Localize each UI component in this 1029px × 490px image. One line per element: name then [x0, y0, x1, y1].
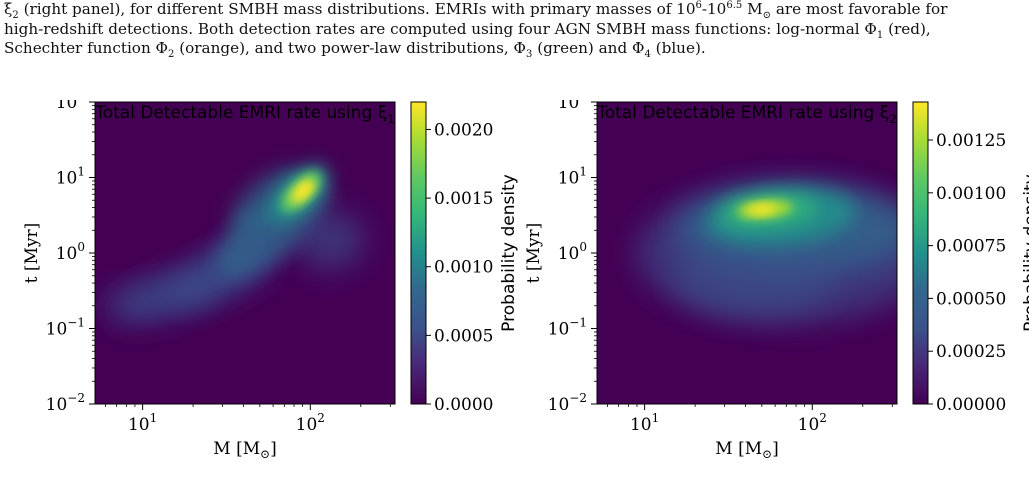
caption-line-1: ξ2 (right panel), for different SMBH mas…	[4, 0, 948, 22]
colorbar-tick-label: 0.00100	[936, 184, 1006, 204]
chart-title: Total Detectable EMRI rate using ξ1	[94, 103, 395, 126]
y-tick-label: 101	[56, 165, 85, 189]
y-tick-label: 101	[558, 165, 587, 189]
density-blob	[674, 235, 835, 316]
y-tick-label: 100	[558, 240, 587, 264]
colorbar-tick-label: 0.00000	[936, 395, 1006, 415]
y-axis-label: t [Myr]	[524, 223, 544, 284]
y-tick-label: 10−1	[46, 316, 85, 340]
y-tick-label: 102	[56, 100, 85, 113]
heatmap-image	[597, 102, 897, 404]
colorbar-tick-label: 0.00075	[936, 237, 1006, 257]
colorbar-tick-label: 0.0005	[434, 326, 493, 346]
colorbar-tick-label: 0.00050	[936, 289, 1006, 309]
x-tick-label: 101	[128, 411, 157, 435]
colorbar-tick-label: 0.0015	[434, 189, 493, 209]
heatmap-figure: 10−2 10−1 100 101 102 101 102 Total Detectable …	[22, 100, 1029, 461]
caption-line-3: Schechter function Φ2 (orange), and two …	[4, 39, 706, 61]
colorbar-tick-label: 0.00125	[936, 131, 1006, 151]
x-tick-label: 101	[630, 411, 659, 435]
heatmap-panel-xi2: 10−2 10−1 100 101 102 101 102 Total Detectable …	[524, 100, 1029, 461]
y-tick-label: 10−2	[548, 391, 587, 415]
colorbar-label: Probability density	[499, 174, 519, 332]
chart-title: Total Detectable EMRI rate using ξ2	[596, 103, 897, 126]
y-tick-label: 10−1	[548, 316, 587, 340]
colorbar-tick-label: 0.0000	[434, 395, 493, 415]
colorbar-frame	[912, 101, 929, 405]
colorbar	[411, 102, 426, 404]
y-tick-label: 10−2	[46, 391, 85, 415]
x-tick-label: 102	[798, 411, 827, 435]
figure: 10−2 10−1 100 101 102 101 102 Total Detectable …	[0, 100, 1029, 490]
x-tick-label: 102	[296, 411, 325, 435]
density-blob	[747, 204, 776, 215]
heatmap-image	[95, 102, 395, 404]
heatmap-panel-xi1: 10−2 10−1 100 101 102 101 102 Total Detectable …	[22, 100, 519, 461]
caption-line-2: high-redshift detections. Both detection…	[4, 19, 931, 41]
x-axis-label: M [M⊙]	[715, 439, 778, 461]
density-blob	[294, 209, 365, 270]
colorbar-tick-label: 0.0020	[434, 120, 493, 140]
figure-caption: ξ2 (right panel), for different SMBH mas…	[4, 0, 1026, 61]
colorbar-tick-label: 0.00025	[936, 342, 1006, 362]
x-axis-label: M [M⊙]	[213, 439, 276, 461]
density-blob	[299, 184, 310, 195]
colorbar-frame	[410, 101, 427, 405]
y-tick-label: 100	[56, 240, 85, 264]
colorbar-tick-label: 0.0010	[434, 258, 493, 278]
colorbar-label: Probability density	[1021, 174, 1029, 332]
y-axis-label: t [Myr]	[22, 223, 42, 284]
y-tick-label: 102	[558, 100, 587, 113]
colorbar	[913, 102, 928, 404]
